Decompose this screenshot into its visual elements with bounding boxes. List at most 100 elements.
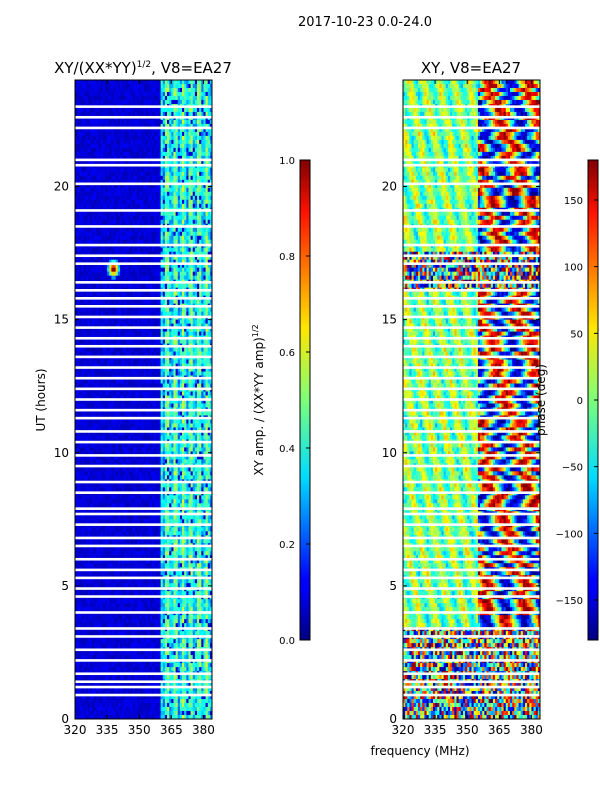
amplitude-heat-cell <box>119 275 123 281</box>
amplitude-heat-cell <box>122 227 125 233</box>
amplitude-heat-cell <box>134 219 138 225</box>
amplitude-heat-cell <box>119 283 123 289</box>
amplitude-heat-cell <box>209 111 212 117</box>
amplitude-heat-cell <box>107 275 110 281</box>
amplitude-heat-cell <box>203 359 207 365</box>
amplitude-heat-cell <box>197 187 200 193</box>
amplitude-heat-cell <box>113 95 117 101</box>
amplitude-heat-cell <box>113 219 117 225</box>
amplitude-heat-cell <box>139 231 142 237</box>
amplitude-heat-cell <box>117 235 121 241</box>
amplitude-heat-cell <box>83 187 87 193</box>
amplitude-heat-cell <box>100 179 104 185</box>
amplitude-heat-cell <box>147 347 151 353</box>
amplitude-heat-cell <box>83 107 87 113</box>
amplitude-heat-cell <box>109 239 112 245</box>
amplitude-heat-cell <box>77 379 80 385</box>
amplitude-heat-cell <box>132 123 136 129</box>
amplitude-heat-cell <box>77 139 80 145</box>
amplitude-heat-cell <box>85 155 89 161</box>
amplitude-heat-cell <box>205 91 209 97</box>
amplitude-heat-cell <box>77 391 80 397</box>
amplitude-heat-cell <box>87 331 91 337</box>
amplitude-heat-cell <box>175 299 179 305</box>
amplitude-heat-cell <box>158 379 162 385</box>
amplitude-heat-cell <box>173 255 177 261</box>
amplitude-heat-cell <box>162 379 166 385</box>
amplitude-heat-cell <box>126 319 130 325</box>
amplitude-heat-cell <box>141 327 145 333</box>
amplitude-heat-cell <box>188 307 192 313</box>
amplitude-heat-cell <box>182 159 185 165</box>
amplitude-heat-cell <box>94 239 98 245</box>
amplitude-heat-cell <box>156 383 160 389</box>
amplitude-heat-cell <box>81 231 85 237</box>
amplitude-heat-cell <box>147 227 151 233</box>
amplitude-heat-cell <box>139 215 142 221</box>
amplitude-heat-cell <box>147 367 151 373</box>
amplitude-heat-cell <box>190 319 194 325</box>
amplitude-heat-cell <box>167 371 170 377</box>
amplitude-heat-cell <box>184 119 187 125</box>
amplitude-heat-cell <box>134 139 138 145</box>
amplitude-heat-cell <box>122 271 125 277</box>
amplitude-heat-cell <box>124 347 127 353</box>
amplitude-heat-cell <box>117 231 121 237</box>
amplitude-heat-cell <box>89 151 93 157</box>
amplitude-heat-cell <box>179 291 183 297</box>
amplitude-heat-cell <box>190 363 194 369</box>
amplitude-heat-cell <box>85 259 89 265</box>
amplitude-heat-cell <box>209 215 212 221</box>
amplitude-heat-cell <box>167 191 170 197</box>
amplitude-heat-cell <box>109 123 112 129</box>
amplitude-heat-cell <box>92 167 95 173</box>
amplitude-heat-cell <box>119 307 123 313</box>
amplitude-heat-cell <box>132 203 136 209</box>
amplitude-heat-cell <box>130 195 134 201</box>
amplitude-heat-cell <box>111 183 115 189</box>
amplitude-heat-cell <box>122 147 125 153</box>
amplitude-heat-cell <box>122 199 125 205</box>
amplitude-heat-cell <box>194 383 198 389</box>
amplitude-heat-cell <box>132 379 136 385</box>
amplitude-heat-cell <box>194 171 198 177</box>
amplitude-heat-cell <box>100 99 104 105</box>
amplitude-heat-cell <box>115 95 119 101</box>
amplitude-heat-cell <box>209 119 212 125</box>
amplitude-heat-cell <box>188 147 192 153</box>
amplitude-heat-cell <box>77 371 80 377</box>
amplitude-heat-cell <box>203 159 207 165</box>
amplitude-heat-cell <box>85 319 89 325</box>
amplitude-heat-cell <box>79 391 83 397</box>
amplitude-heat-cell <box>158 311 162 317</box>
amplitude-heat-cell <box>111 87 115 93</box>
amplitude-heat-cell <box>137 351 140 357</box>
amplitude-heat-cell <box>199 80 202 85</box>
amplitude-heat-cell <box>119 231 123 237</box>
amplitude-heat-cell <box>107 95 110 101</box>
amplitude-heat-cell <box>197 107 200 113</box>
amplitude-heat-cell <box>75 267 78 273</box>
amplitude-heat-cell <box>124 311 127 317</box>
amplitude-heat-cell <box>145 247 149 253</box>
amplitude-heat-cell <box>152 319 155 325</box>
amplitude-heat-cell <box>147 379 151 385</box>
amplitude-heat-cell <box>201 383 205 389</box>
amplitude-heat-cell <box>134 123 138 129</box>
amplitude-heat-cell <box>85 191 89 197</box>
amplitude-heat-cell <box>111 107 115 113</box>
amplitude-heat-cell <box>192 259 196 265</box>
amplitude-heat-cell <box>160 171 164 177</box>
amplitude-heat-cell <box>199 187 202 193</box>
amplitude-heat-cell <box>139 139 142 145</box>
amplitude-heat-cell <box>190 99 194 105</box>
amplitude-heat-cell <box>100 119 104 125</box>
amplitude-heat-cell <box>115 195 119 201</box>
amplitude-heat-cell <box>147 231 151 237</box>
amplitude-heat-cell <box>186 139 190 145</box>
amplitude-heat-cell <box>203 383 207 389</box>
amplitude-heat-cell <box>164 255 168 261</box>
amplitude-heat-cell <box>194 227 198 233</box>
amplitude-heat-cell <box>207 227 211 233</box>
amplitude-heat-cell <box>89 175 93 181</box>
